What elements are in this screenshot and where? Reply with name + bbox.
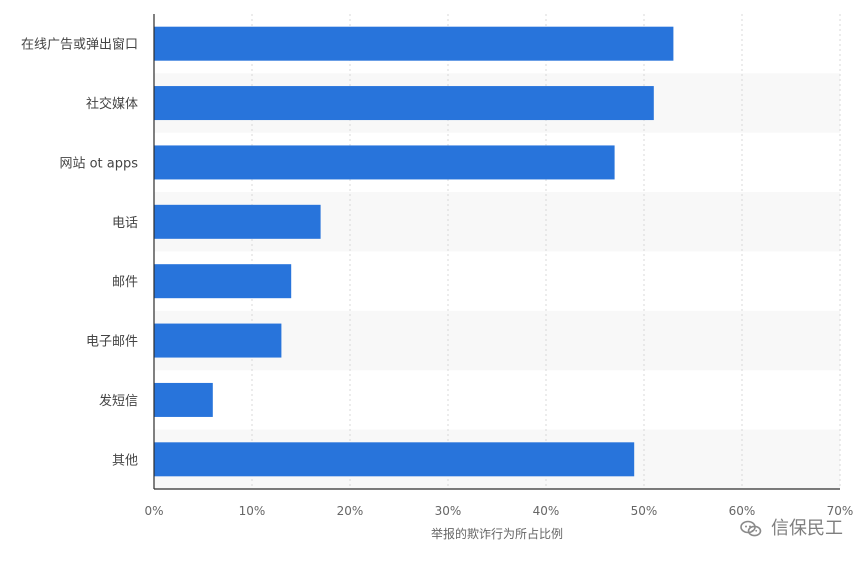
bar bbox=[154, 26, 674, 61]
x-tick-label: 30% bbox=[435, 504, 462, 518]
category-label: 发短信 bbox=[99, 393, 138, 409]
x-tick-label: 50% bbox=[631, 504, 658, 518]
x-tick-label: 20% bbox=[337, 504, 364, 518]
bar bbox=[154, 204, 321, 239]
bars bbox=[154, 26, 674, 477]
vertical-gridlines bbox=[251, 14, 841, 489]
x-axis-label: 举报的欺诈行为所占比例 bbox=[431, 526, 563, 541]
bar bbox=[154, 382, 213, 417]
x-tick-label: 40% bbox=[533, 504, 560, 518]
row-bands bbox=[154, 73, 840, 489]
category-label: 网站 ot apps bbox=[59, 156, 138, 171]
category-label: 邮件 bbox=[112, 275, 138, 290]
x-tick-label: 60% bbox=[729, 504, 756, 518]
bar bbox=[154, 264, 292, 299]
x-tick-label: 70% bbox=[827, 504, 854, 518]
bar bbox=[154, 442, 635, 477]
x-tick-label: 10% bbox=[239, 504, 266, 518]
x-tick-label: 0% bbox=[144, 504, 163, 518]
bar bbox=[154, 145, 615, 180]
category-label: 电话 bbox=[112, 216, 138, 231]
bar bbox=[154, 86, 654, 121]
x-tick-labels: 0% 10% 20% 30% 40% 50% 60% 70% bbox=[144, 504, 853, 518]
category-label: 在线广告或弹出窗口 bbox=[21, 37, 138, 53]
category-label: 社交媒体 bbox=[86, 96, 138, 112]
watermark: 信保民工 bbox=[739, 517, 843, 541]
category-label: 电子邮件 bbox=[86, 335, 138, 350]
bar bbox=[154, 323, 282, 358]
watermark-text: 信保民工 bbox=[771, 518, 843, 539]
category-label: 其他 bbox=[112, 453, 138, 468]
wechat-icon bbox=[739, 517, 763, 541]
